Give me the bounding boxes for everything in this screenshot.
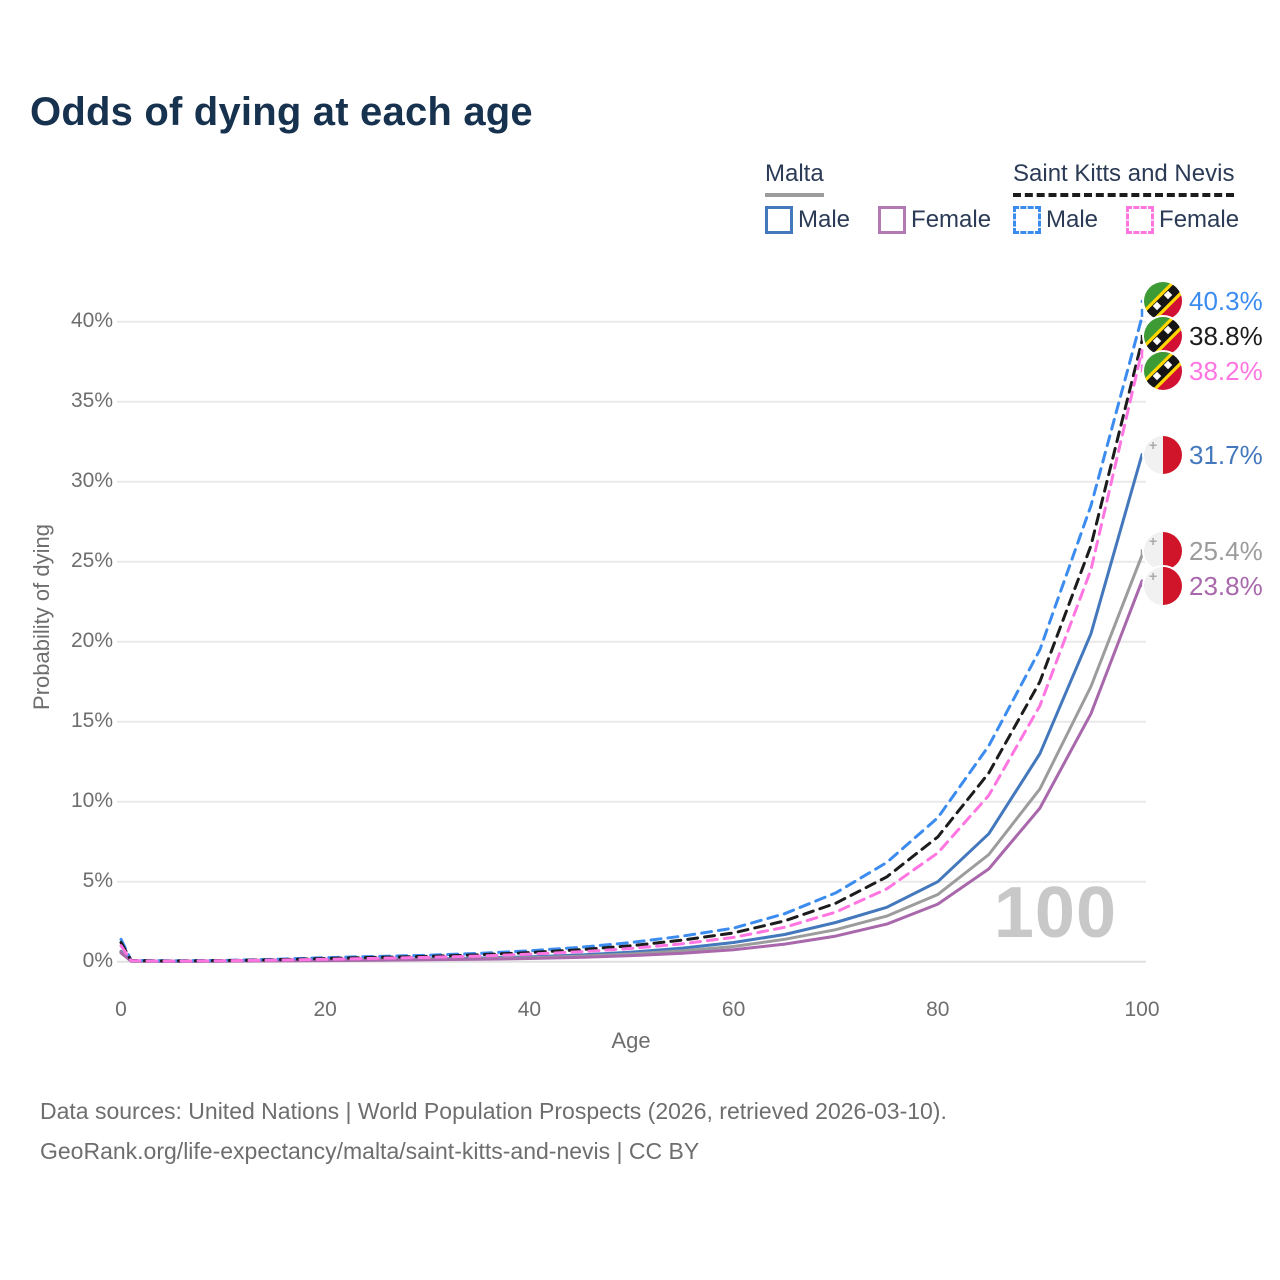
end-label-value: 38.2% [1189, 356, 1263, 387]
series-line [119, 315, 1144, 963]
malta-female-swatch-icon [878, 206, 907, 234]
legend-group-saint-kitts-nevis: Saint Kitts and Nevis Male Female [1013, 160, 1239, 234]
end-label-malta_female: 23.8% [1144, 566, 1263, 605]
y-tick-label: 5% [82, 868, 113, 892]
end-label-malta_both: 25.4% [1144, 531, 1263, 570]
end-label-value: 40.3% [1189, 286, 1263, 317]
saint-kitts-nevis-flag-icon [1144, 352, 1182, 391]
x-tick-label: 60 [721, 998, 746, 1021]
x-tick-label: 40 [517, 998, 542, 1021]
legend-group-malta: Malta Male Female [765, 160, 991, 234]
end-label-connector [1140, 299, 1152, 317]
data-sources-text: Data sources: United Nations | World Pop… [40, 1098, 947, 1124]
legend-item-skn-female[interactable]: Female [1126, 206, 1239, 234]
x-tick-label: 20 [313, 998, 337, 1021]
saint-kitts-nevis-flag-icon [1144, 317, 1182, 356]
legend-label-skn-female: Female [1159, 206, 1240, 233]
end-label-value: 23.8% [1189, 570, 1263, 601]
legend-country-saint-kitts-nevis: Saint Kitts and Nevis [1013, 160, 1235, 197]
legend-label-malta-female: Female [911, 206, 992, 233]
series-line [119, 349, 1144, 963]
legend-label-skn-male: Male [1046, 206, 1099, 233]
end-label-connector [1140, 334, 1152, 341]
x-tick-label: 100 [1124, 998, 1160, 1021]
malta-flag-icon [1144, 531, 1182, 570]
x-tick-label: 0 [115, 998, 127, 1021]
legend-country-malta: Malta [765, 160, 824, 197]
legend-item-skn-male[interactable]: Male [1013, 206, 1098, 234]
skn-male-swatch-icon [1013, 206, 1041, 234]
legend-label-malta-male: Male [798, 206, 851, 233]
y-tick-label: 35% [70, 388, 113, 412]
y-tick-label: 20% [70, 628, 113, 652]
end-label-skn_female: 38.2% [1144, 352, 1263, 391]
y-tick-label: 30% [70, 468, 113, 492]
y-tick-label: 25% [70, 548, 113, 572]
end-label-value: 38.8% [1189, 321, 1263, 352]
skn-female-swatch-icon [1126, 206, 1155, 234]
legend-item-malta-female[interactable]: Female [878, 206, 991, 234]
malta-flag-icon [1144, 566, 1182, 605]
end-label-malta_male: 31.7% [1144, 435, 1263, 474]
end-label-value: 25.4% [1189, 535, 1263, 566]
end-label-skn_both: 38.8% [1144, 317, 1263, 356]
x-axis-title: Age [611, 1028, 651, 1053]
y-axis-title: Probability of dying [29, 524, 54, 710]
y-tick-label: 0% [82, 948, 113, 972]
malta-male-swatch-icon [765, 206, 793, 234]
end-label-value: 31.7% [1189, 439, 1263, 470]
y-tick-label: 40% [70, 308, 113, 332]
legend-item-malta-male[interactable]: Male [765, 206, 850, 234]
y-tick-label: 15% [70, 708, 113, 732]
saint-kitts-nevis-flag-icon [1144, 282, 1182, 321]
page-title: Odds of dying at each age [30, 90, 533, 134]
x-tick-label: 80 [926, 998, 950, 1021]
end-label-connector [1140, 350, 1152, 373]
y-tick-label: 10% [70, 788, 113, 812]
malta-flag-icon [1144, 435, 1182, 474]
end-label-skn_male: 40.3% [1144, 282, 1263, 321]
age-watermark: 100 [993, 873, 1117, 953]
attribution-link-text: GeoRank.org/life-expectancy/malta/saint-… [40, 1138, 700, 1164]
